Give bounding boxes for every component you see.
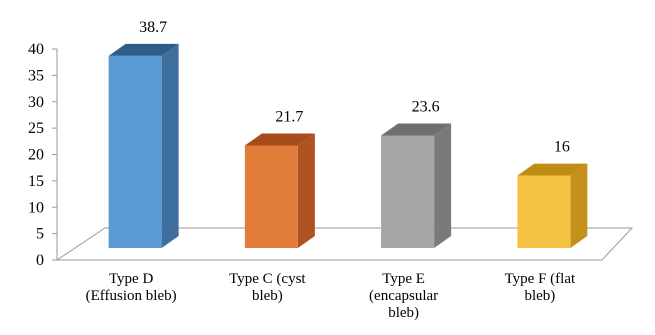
bar-top <box>517 163 588 176</box>
bar-side <box>570 163 588 248</box>
y-tick-label: 35 <box>28 67 44 84</box>
x-tick-label-line: Type F (flat <box>505 271 576 287</box>
labels-layer: 38.7 Type D (Effusion bleb) 21.7 Type C (cys… <box>86 19 576 321</box>
x-tick-label-line: bleb) <box>524 288 555 304</box>
bar-top <box>381 123 452 136</box>
x-tick-label-line: Type C (cyst <box>229 271 306 287</box>
y-tick-label: 40 <box>28 41 44 58</box>
bar <box>244 145 298 248</box>
x-tick-label-line: bleb) <box>388 305 419 321</box>
x-tick-label-line: bleb) <box>252 288 283 304</box>
data-label: 21.7 <box>275 109 303 126</box>
bar-side <box>297 133 315 248</box>
data-label: 23.6 <box>412 99 440 116</box>
floor-layer <box>55 227 634 261</box>
x-tick-label: Type E (encapsular bleb) <box>369 271 438 321</box>
chart-floor <box>55 227 634 261</box>
bar <box>108 55 162 248</box>
x-tick-label-line: (Effusion bleb) <box>86 288 177 304</box>
bar-top <box>108 43 179 56</box>
y-tick-label: 15 <box>28 173 44 190</box>
x-tick-label: Type C (cyst bleb) <box>229 271 306 304</box>
bars-layer <box>108 43 588 248</box>
y-tick-label: 20 <box>28 147 44 164</box>
y-tick-label: 25 <box>28 120 44 137</box>
bar <box>381 135 435 248</box>
y-tick-label: 0 <box>36 252 44 269</box>
x-tick-label-line: (encapsular <box>369 288 438 304</box>
bar-side <box>161 43 179 248</box>
x-tick-label-line: Type E <box>382 271 425 287</box>
y-tick-label: 5 <box>36 226 44 243</box>
x-tick-label: Type F (flat bleb) <box>505 271 576 304</box>
bar <box>517 175 571 248</box>
bar-top <box>244 133 315 146</box>
axis-layer: 0 5 10 15 20 25 30 35 40 <box>28 41 58 269</box>
data-label: 38.7 <box>139 19 167 36</box>
x-tick-label: Type D (Effusion bleb) <box>86 271 177 304</box>
y-tick-label: 10 <box>28 199 44 216</box>
data-label: 16 <box>554 139 570 156</box>
y-tick-label: 30 <box>28 94 44 111</box>
bar-side <box>434 123 452 248</box>
x-tick-label-line: Type D <box>109 271 154 287</box>
